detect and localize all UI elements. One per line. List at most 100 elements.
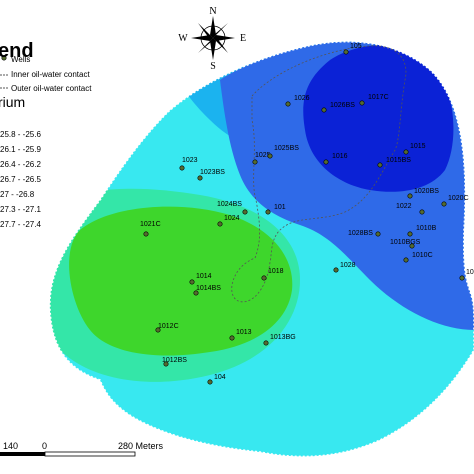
well-label: 1013: [236, 329, 252, 336]
well-dot-icon: [261, 275, 267, 281]
well-label: 1023BS: [200, 169, 225, 176]
legend-subtitle: rium: [0, 94, 26, 110]
well-dot-icon: [189, 279, 195, 285]
well-label: 1017C: [368, 94, 389, 101]
well-label: 103: [466, 269, 474, 276]
well-marker: 1017C: [359, 94, 389, 106]
well-dot-icon: [242, 209, 248, 215]
well-label: 1014: [196, 273, 212, 280]
wells-layer: 105 1026 1026BS 1017C 1015 1016 1015BS 10251025…: [140, 43, 474, 385]
well-dot-icon: [265, 209, 271, 215]
well-marker: 1026: [285, 95, 310, 107]
well-marker: 1015BS: [377, 157, 411, 168]
well-dot-icon: [229, 335, 235, 341]
well-dot-icon: [155, 327, 161, 333]
well-marker: 1026BS: [321, 102, 355, 113]
well-marker: 1024: [217, 215, 240, 227]
well-dot-icon: [333, 267, 339, 273]
well-dot-icon: [179, 165, 185, 171]
well-label: 1024BS: [217, 201, 242, 208]
well-label: 1024: [224, 215, 240, 222]
well-label: 1028BS: [348, 230, 373, 237]
well-dot-icon: [409, 243, 415, 249]
compass-e: E: [240, 33, 246, 44]
legend-item-wells: Wells: [11, 55, 31, 64]
legend-range: 26.7 - -26.5: [0, 175, 41, 184]
well-dot-icon: [403, 149, 409, 155]
well-marker: 1013BG: [263, 334, 296, 346]
compass-n: N: [209, 6, 216, 17]
scale-label-140: 140: [3, 441, 19, 451]
well-marker: 1028BS: [348, 230, 381, 237]
well-marker: 1020C: [441, 195, 469, 207]
well-label: 101: [274, 204, 286, 211]
well-marker: 1012BS: [162, 357, 187, 367]
well-marker: 103: [459, 269, 474, 281]
scale-label-280: 280 Meters: [118, 441, 164, 451]
well-label: 1016: [332, 153, 348, 160]
well-marker: 1022: [396, 203, 425, 215]
well-dot-icon: [321, 107, 327, 113]
well-label: 1025: [255, 152, 271, 159]
well-marker: 1018: [261, 268, 284, 281]
well-dot-icon: [267, 153, 273, 159]
well-dot-icon: [403, 257, 409, 263]
well-marker: 1024BS: [217, 201, 248, 215]
well-marker: 105: [343, 43, 362, 55]
well-marker: 1010B: [407, 225, 437, 237]
well-marker: 1014BS: [193, 285, 221, 296]
well-marker: 1015: [403, 143, 426, 155]
compass-w: W: [178, 33, 188, 44]
well-dot-icon: [459, 275, 465, 281]
well-dot-icon: [375, 231, 381, 237]
well-dot-icon: [359, 100, 365, 106]
well-marker: 1012C: [155, 323, 179, 333]
well-label: 1015: [410, 143, 426, 150]
well-dot-icon: [377, 162, 383, 168]
well-marker: 1016: [323, 153, 348, 165]
legend-item-outer-contact: Outer oil-water contact: [11, 84, 92, 93]
well-dot-icon: [217, 221, 223, 227]
well-label: 1015BS: [386, 157, 411, 164]
well-marker: 104: [207, 374, 226, 385]
well-dot-icon: [143, 231, 149, 237]
well-label: 1023: [182, 157, 198, 164]
well-marker: 1025BS: [267, 145, 299, 159]
legend-range: 26.4 - -26.2: [0, 160, 41, 169]
well-label: 1018: [268, 268, 284, 275]
legend-range: 25.8 - -25.6: [0, 130, 41, 139]
well-label: 1010C: [412, 252, 433, 259]
well-dot-icon: [163, 361, 169, 367]
well-label: 1020BS: [414, 188, 439, 195]
well-marker: 1025: [252, 152, 271, 165]
well-dot-icon: [193, 290, 199, 296]
scale-label-0: 0: [42, 441, 48, 451]
well-label: 1025BS: [274, 145, 299, 152]
well-marker: 1010C: [403, 252, 433, 263]
well-label: 105: [350, 43, 362, 50]
compass-rose-icon: N S W E: [178, 6, 246, 72]
well-label: 1012C: [158, 323, 179, 330]
legend-range: 27.7 - -27.4: [0, 220, 41, 229]
well-label: 1022: [396, 203, 412, 210]
well-label: 1010B: [416, 225, 437, 232]
well-marker: 1013: [229, 329, 252, 341]
well-marker: 1028: [333, 262, 356, 273]
well-dot-icon: [407, 193, 413, 199]
well-dot-icon: [343, 49, 349, 55]
well-label: 1021C: [140, 221, 161, 228]
well-label: 1020C: [448, 195, 469, 202]
well-label: 104: [214, 374, 226, 381]
well-marker: 1023: [179, 157, 198, 171]
well-label: 1013BG: [270, 334, 296, 341]
well-dot-icon: [197, 175, 203, 181]
legend-well-dot-icon: [1, 55, 7, 61]
well-dot-icon: [419, 209, 425, 215]
legend-range: 27 - -26.8: [0, 190, 35, 199]
well-label: 1028: [340, 262, 356, 269]
field-boundary: [49, 40, 474, 458]
well-marker: 1023BS: [197, 169, 225, 181]
well-label: 1026: [294, 95, 310, 102]
